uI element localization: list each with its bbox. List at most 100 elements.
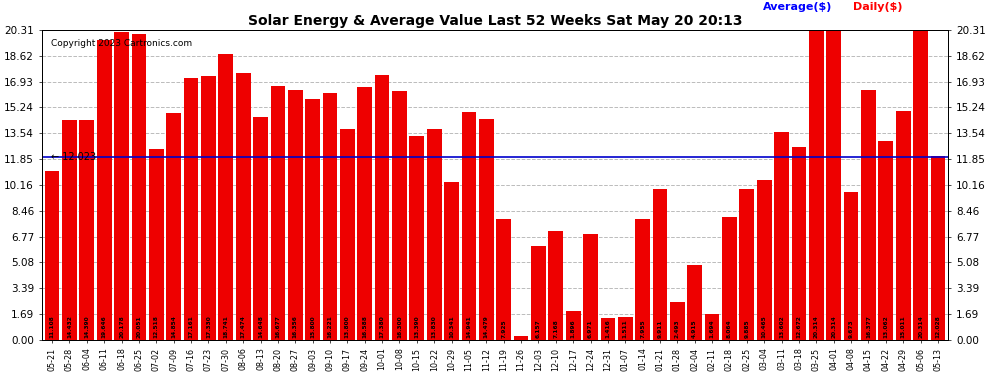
Bar — [670, 302, 685, 340]
Text: 13.390: 13.390 — [415, 316, 420, 338]
Text: 14.432: 14.432 — [67, 315, 72, 338]
Bar — [827, 30, 842, 340]
Text: 10.465: 10.465 — [761, 316, 766, 338]
Bar — [687, 265, 702, 340]
Text: 1.694: 1.694 — [710, 320, 715, 338]
Text: 13.602: 13.602 — [779, 316, 784, 338]
Text: 14.941: 14.941 — [466, 316, 471, 338]
Bar — [410, 136, 425, 340]
Text: 17.380: 17.380 — [379, 316, 384, 338]
Text: 13.062: 13.062 — [883, 316, 888, 338]
Text: 12.028: 12.028 — [936, 316, 940, 338]
Text: 7.925: 7.925 — [501, 320, 506, 338]
Bar — [184, 78, 198, 340]
Bar — [445, 182, 459, 340]
Bar — [427, 129, 442, 340]
Bar — [357, 87, 372, 340]
Text: 18.741: 18.741 — [224, 315, 229, 338]
Bar — [496, 219, 511, 340]
Text: 16.377: 16.377 — [866, 315, 871, 338]
Bar — [652, 189, 667, 340]
Bar — [601, 318, 615, 340]
Text: 9.673: 9.673 — [848, 320, 853, 338]
Bar — [340, 129, 354, 340]
Text: 20.178: 20.178 — [119, 316, 124, 338]
Bar — [722, 217, 737, 340]
Text: Daily($): Daily($) — [853, 2, 903, 12]
Bar — [479, 119, 494, 340]
Bar — [323, 93, 338, 340]
Text: 16.221: 16.221 — [328, 315, 333, 338]
Text: 14.479: 14.479 — [484, 316, 489, 338]
Text: 17.474: 17.474 — [241, 315, 246, 338]
Bar — [270, 86, 285, 340]
Bar — [253, 117, 268, 340]
Bar — [565, 311, 580, 340]
Text: 15.800: 15.800 — [310, 316, 315, 338]
Bar — [375, 75, 389, 340]
Text: 16.588: 16.588 — [362, 315, 367, 338]
Text: 7.168: 7.168 — [553, 320, 558, 338]
Bar — [774, 132, 789, 340]
Bar — [548, 231, 563, 340]
Bar — [514, 336, 529, 340]
Text: Copyright 2023 Cartronics.com: Copyright 2023 Cartronics.com — [50, 39, 192, 48]
Text: 20.051: 20.051 — [137, 316, 142, 338]
Bar — [878, 141, 893, 340]
Bar — [392, 92, 407, 340]
Text: 16.677: 16.677 — [275, 315, 280, 338]
Bar — [705, 314, 720, 340]
Bar — [618, 317, 633, 340]
Bar — [132, 34, 147, 340]
Text: 8.064: 8.064 — [727, 320, 732, 338]
Bar — [45, 171, 59, 340]
Text: 10.341: 10.341 — [449, 316, 454, 338]
Text: 14.854: 14.854 — [171, 315, 176, 338]
Text: 14.648: 14.648 — [258, 315, 263, 338]
Bar — [792, 147, 806, 340]
Text: 14.390: 14.390 — [84, 316, 89, 338]
Text: 20.314: 20.314 — [814, 316, 819, 338]
Title: Solar Energy & Average Value Last 52 Weeks Sat May 20 20:13: Solar Energy & Average Value Last 52 Wee… — [248, 13, 742, 28]
Bar — [114, 32, 129, 340]
Bar — [305, 99, 320, 340]
Bar — [531, 246, 545, 340]
Text: Average($): Average($) — [762, 2, 832, 12]
Bar — [861, 90, 876, 340]
Text: 15.011: 15.011 — [901, 316, 906, 338]
Text: 6.971: 6.971 — [588, 320, 593, 338]
Text: 16.356: 16.356 — [293, 315, 298, 338]
Text: 12.672: 12.672 — [796, 315, 802, 338]
Text: 9.911: 9.911 — [657, 320, 662, 338]
Bar — [740, 189, 754, 340]
Bar — [166, 113, 181, 340]
Text: 1.896: 1.896 — [570, 320, 575, 338]
Text: 2.493: 2.493 — [675, 320, 680, 338]
Bar — [461, 112, 476, 340]
Bar — [62, 120, 77, 340]
Bar — [636, 219, 650, 340]
Text: 20.314: 20.314 — [918, 316, 923, 338]
Text: 6.157: 6.157 — [536, 320, 541, 338]
Text: 16.300: 16.300 — [397, 316, 402, 338]
Bar — [97, 40, 112, 340]
Bar — [219, 54, 234, 340]
Text: ← 12.023: ← 12.023 — [50, 152, 96, 162]
Text: 20.314: 20.314 — [832, 316, 837, 338]
Bar — [201, 76, 216, 340]
Bar — [288, 90, 303, 340]
Text: 1.416: 1.416 — [606, 320, 611, 338]
Text: 17.161: 17.161 — [188, 315, 194, 338]
Text: 12.518: 12.518 — [153, 315, 158, 338]
Bar — [896, 111, 911, 340]
Text: 13.800: 13.800 — [345, 316, 349, 338]
Bar — [913, 30, 928, 340]
Bar — [236, 74, 250, 340]
Text: 11.108: 11.108 — [50, 316, 54, 338]
Bar — [79, 120, 94, 340]
Text: 19.646: 19.646 — [102, 316, 107, 338]
Text: 4.915: 4.915 — [692, 320, 697, 338]
Text: 17.330: 17.330 — [206, 316, 211, 338]
Bar — [809, 30, 824, 340]
Bar — [756, 180, 771, 340]
